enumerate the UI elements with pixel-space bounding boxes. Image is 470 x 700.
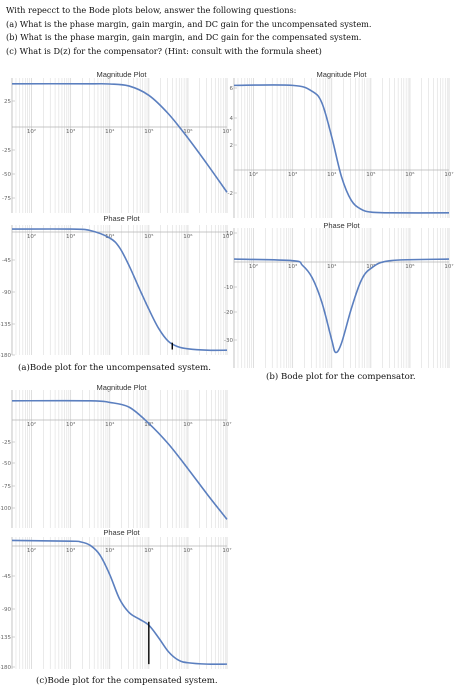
x-tick-label: 10⁶ [183, 421, 193, 428]
y-tick-label: -50 [2, 461, 11, 467]
question-intro: With repecct to the Bode plots below, an… [6, 5, 297, 15]
x-tick-label: 10² [27, 421, 36, 428]
y-tick-label: -20 [224, 310, 233, 316]
y-tick-label: -135 [0, 322, 11, 328]
y-tick-label: -135 [0, 635, 11, 641]
y-tick-label: -10 [224, 285, 233, 291]
x-tick-label: 10³ [66, 421, 75, 428]
x-tick-label: 10⁵ [366, 263, 375, 270]
x-tick-label: 10³ [288, 171, 297, 178]
y-tick-label: -100 [0, 506, 11, 512]
x-tick-label: 10⁷ [222, 233, 231, 240]
x-tick-label: 10⁷ [222, 421, 231, 428]
compensated-phase-title: Phase Plot [103, 528, 140, 537]
y-tick-label: -2 [228, 191, 233, 197]
y-tick-label: -180 [0, 353, 11, 359]
x-tick-label: 10⁷ [444, 263, 453, 270]
x-tick-label: 10⁶ [405, 263, 415, 270]
x-tick-label: 10² [249, 171, 258, 178]
x-tick-label: 10³ [66, 547, 75, 554]
y-tick-label: 25 [4, 99, 11, 105]
x-tick-label: 10⁴ [105, 233, 115, 240]
x-tick-label: 10⁵ [144, 128, 153, 135]
x-tick-label: 10³ [66, 233, 75, 240]
x-tick-label: 10⁴ [105, 547, 115, 554]
x-tick-label: 10⁶ [183, 128, 193, 135]
x-tick-label: 10² [27, 128, 36, 135]
comp-mag-title: Magnitude Plot [316, 70, 367, 79]
y-tick-label: 6 [230, 86, 234, 92]
y-tick-label: -25 [2, 440, 11, 446]
y-tick-label: 10 [226, 231, 233, 237]
y-tick-label: -75 [2, 196, 11, 202]
x-tick-label: 10⁶ [183, 547, 193, 554]
y-tick-label: -45 [2, 258, 11, 264]
caption-compensated: (c)Bode plot for the compensated system. [36, 676, 218, 686]
uncomp-phase-title: Phase Plot [103, 214, 140, 223]
y-tick-label: -90 [2, 607, 11, 613]
y-tick-label: -180 [0, 665, 11, 671]
x-tick-label: 10⁵ [144, 233, 153, 240]
x-tick-label: 10⁵ [144, 547, 153, 554]
compensated-mag-series-line [11, 399, 228, 520]
comp-mag-chart: 10² 10³ 10⁴ 10⁵ 10⁶ 10⁷ 6 4 2 -2 [228, 78, 454, 218]
x-tick-label: 10⁷ [222, 128, 231, 135]
x-tick-label: 10² [249, 263, 258, 270]
x-tick-label: 10³ [288, 263, 297, 270]
comp-mag-series-line [233, 84, 450, 214]
x-tick-label: 10³ [66, 128, 75, 135]
x-tick-label: 10² [27, 233, 36, 240]
y-tick-label: -90 [2, 290, 11, 296]
x-tick-label: 10⁷ [222, 547, 231, 554]
x-tick-label: 10⁵ [366, 171, 375, 178]
x-tick-label: 10⁴ [105, 128, 115, 135]
x-tick-label: 10⁴ [327, 263, 337, 270]
x-tick-label: 10⁴ [105, 421, 115, 428]
x-tick-label: 10⁴ [327, 171, 337, 178]
compensated-mag-title: Magnitude Plot [96, 383, 147, 392]
y-tick-label: 4 [230, 116, 234, 122]
x-tick-label: 10⁶ [405, 171, 415, 178]
y-tick-label: -45 [2, 574, 11, 580]
question-c: (c) What is D(z) for the compensator? (H… [6, 45, 322, 56]
compensated-phase-series-line [11, 539, 228, 666]
question-a: (a) What is the phase margin, gain margi… [6, 18, 372, 29]
compensated-phase-chart: 10² 10³ 10⁴ 10⁵ 10⁶ 10⁷ -45 -90 -135 -180 [0, 537, 232, 671]
uncomp-mag-chart: 10² 10³ 10⁴ 10⁵ 10⁶ 10⁷ 25 -25 -50 -75 [2, 78, 232, 213]
caption-uncompensated: (a)Bode plot for the uncompensated syste… [18, 363, 211, 373]
x-tick-label: 10² [27, 547, 36, 554]
uncomp-phase-chart: 10² 10³ 10⁴ 10⁵ 10⁶ 10⁷ -45 -90 -135 -180 [0, 225, 232, 359]
x-tick-label: 10⁷ [444, 171, 453, 178]
y-tick-label: -30 [224, 338, 233, 344]
question-block: With repecct to the Bode plots below, an… [6, 4, 466, 58]
comp-phase-title: Phase Plot [323, 221, 360, 230]
comp-phase-series-line [233, 258, 450, 354]
y-tick-label: -25 [2, 148, 11, 154]
uncomp-mag-series-line [11, 82, 228, 193]
y-tick-label: 2 [230, 143, 234, 149]
uncomp-phase-series-line [11, 228, 228, 352]
question-b: (b) What is the phase margin, gain margi… [6, 32, 362, 42]
x-tick-label: 10⁶ [183, 233, 193, 240]
y-tick-label: -50 [2, 172, 11, 178]
y-tick-label: -75 [2, 484, 11, 490]
uncomp-mag-title: Magnitude Plot [96, 70, 147, 79]
caption-compensator: (b) Bode plot for the compensator. [266, 372, 416, 382]
